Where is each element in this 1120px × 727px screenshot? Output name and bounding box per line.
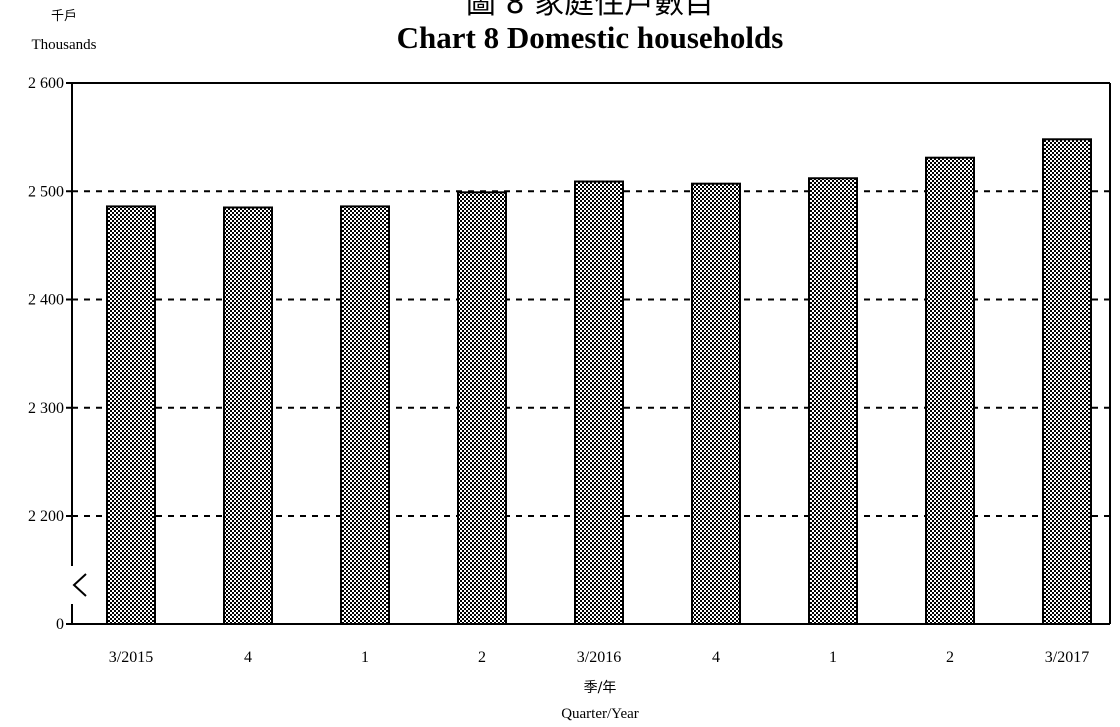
x-axis-label: Quarter/Year: [561, 706, 639, 722]
x-axis-label-chinese: 季/年: [583, 680, 617, 696]
bar: [223, 206, 273, 626]
y-unit: Thousands: [31, 37, 97, 53]
x-tick-label: 2: [946, 649, 954, 666]
bar: [574, 180, 624, 625]
bar: [106, 205, 156, 625]
y-tick-label: 2 500: [28, 183, 64, 200]
bar: [1042, 138, 1092, 625]
bar: [457, 191, 507, 626]
x-tick-label: 1: [361, 649, 369, 666]
x-tick-label: 4: [712, 649, 720, 666]
bar: [340, 205, 390, 625]
y-tick-label: 2 300: [28, 400, 64, 417]
axis-break-icon: [72, 573, 87, 597]
chart-title: Chart 8 Domestic households: [396, 20, 784, 55]
y-tick-label: 0: [56, 616, 64, 633]
x-tick-label: 1: [829, 649, 837, 666]
bar: [808, 177, 858, 625]
y-tick-label: 2 400: [28, 292, 64, 309]
x-tick-label: 3/2017: [1045, 649, 1089, 666]
x-tick-label: 3/2016: [577, 649, 621, 666]
y-unit-chinese: 千戶: [50, 9, 77, 24]
x-tick-label: 3/2015: [109, 649, 153, 666]
x-tick-label: 2: [478, 649, 486, 666]
y-tick-label: 2 600: [28, 75, 64, 92]
x-tick-label: 4: [244, 649, 252, 666]
bar: [691, 182, 741, 626]
bar: [925, 156, 975, 625]
y-tick-label: 2 200: [28, 508, 64, 525]
chart-title-chinese: 圖 8 家庭住戶數目: [465, 0, 715, 21]
